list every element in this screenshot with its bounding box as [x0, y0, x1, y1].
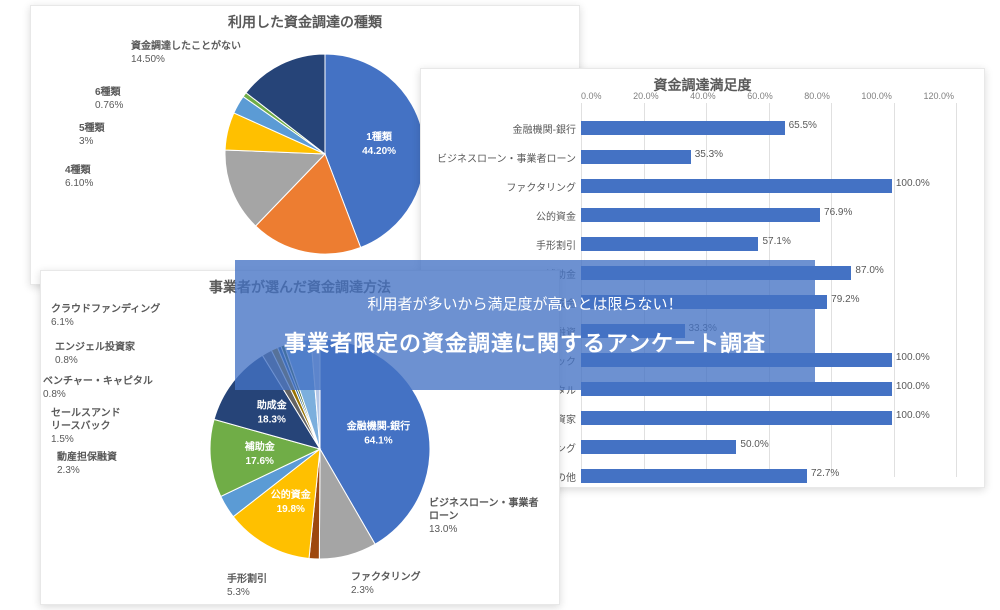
bar-value-label: 65.5%	[789, 120, 817, 131]
svg-text:1種類: 1種類	[366, 130, 393, 143]
svg-text:助成金: 助成金	[257, 399, 288, 412]
bar-row: 公的資金76.9%	[581, 202, 954, 228]
bar-tick: 60.0%	[747, 91, 773, 101]
bar-tick: 0.0%	[581, 91, 602, 101]
pie2-callout: 動産担保融資2.3%	[57, 451, 117, 477]
bar-row: エンジェル投資家100.0%	[581, 405, 954, 431]
bar-category-label: ファクタリング	[426, 179, 576, 194]
svg-text:金融機関-銀行: 金融機関-銀行	[346, 419, 410, 432]
bar-tick: 20.0%	[633, 91, 659, 101]
svg-text:44.20%: 44.20%	[362, 146, 396, 157]
bar-fill	[581, 440, 736, 454]
bar-fill	[581, 469, 807, 483]
svg-text:17.6%: 17.6%	[246, 456, 274, 467]
bar-row: クラウドファンディング50.0%	[581, 434, 954, 460]
bar-value-label: 50.0%	[740, 439, 768, 450]
overlay-title: 事業者限定の資金調達に関するアンケート調査	[284, 326, 766, 358]
bar-category-label: 公的資金	[426, 208, 576, 223]
bar-value-label: 79.2%	[831, 294, 859, 305]
bar-value-label: 35.3%	[695, 149, 723, 160]
bar-fill	[581, 150, 691, 164]
pie2-callout: ファクタリング2.3%	[351, 571, 421, 597]
bar-category-label: 金融機関-銀行	[426, 121, 576, 136]
bar-fill	[581, 179, 892, 193]
bar-value-label: 100.0%	[896, 381, 930, 392]
bar-value-label: 87.0%	[855, 265, 883, 276]
svg-text:公的資金: 公的資金	[271, 488, 312, 501]
bar-row: 手形割引57.1%	[581, 231, 954, 257]
bar-value-label: 100.0%	[896, 352, 930, 363]
bar-row: 金融機関-銀行65.5%	[581, 115, 954, 141]
pie1-chart: 1種類 44.20%	[165, 34, 445, 264]
pie2-callout: セールスアンドリースバック1.5%	[51, 407, 121, 446]
pie2-callout: クラウドファンディング6.1%	[51, 303, 160, 329]
bar-tick: 40.0%	[690, 91, 716, 101]
bar-tick: 120.0%	[923, 91, 954, 101]
bar-value-label: 100.0%	[896, 178, 930, 189]
bar-value-label: 76.9%	[824, 207, 852, 218]
bar-fill	[581, 411, 892, 425]
pie2-callout: エンジェル投資家0.8%	[55, 341, 135, 367]
pie1-callout: 5種類3%	[79, 122, 105, 148]
svg-text:18.3%: 18.3%	[258, 415, 286, 426]
svg-text:補助金: 補助金	[244, 440, 276, 453]
bar-tick: 100.0%	[861, 91, 892, 101]
svg-text:64.1%: 64.1%	[364, 435, 392, 446]
bar-row: ビジネスローン・事業者ローン35.3%	[581, 144, 954, 170]
pie2-callout: ビジネスローン・事業者ローン13.0%	[429, 497, 539, 536]
overlay-subtitle: 利用者が多いから満足度が高いとは限らない！	[367, 293, 682, 314]
bar-fill	[581, 237, 758, 251]
bar-row: その他72.7%	[581, 463, 954, 489]
svg-text:19.8%: 19.8%	[277, 504, 305, 515]
bar-value-label: 100.0%	[896, 410, 930, 421]
overlay-banner: 利用者が多いから満足度が高いとは限らない！ 事業者限定の資金調達に関するアンケー…	[235, 260, 815, 390]
bar-x-axis: 0.0% 20.0% 40.0% 60.0% 80.0% 100.0% 120.0%	[581, 91, 954, 101]
bar-fill	[581, 208, 820, 222]
pie1-callout: 4種類6.10%	[65, 164, 93, 190]
bar-category-label: 手形割引	[426, 237, 576, 252]
pie1-callout: 6種類0.76%	[95, 86, 123, 112]
pie2-callout: 手形割引5.3%	[227, 573, 267, 599]
bar-value-label: 57.1%	[762, 236, 790, 247]
pie1-callout: 資金調達したことがない14.50%	[131, 40, 241, 66]
pie1-title: 利用した資金調達の種類	[31, 6, 579, 34]
bar-fill	[581, 121, 785, 135]
bar-value-label: 72.7%	[811, 468, 839, 479]
bar-category-label: ビジネスローン・事業者ローン	[426, 150, 576, 165]
bar-tick: 80.0%	[804, 91, 830, 101]
bar-row: ファクタリング100.0%	[581, 173, 954, 199]
pie2-callout: ベンチャー・キャピタル0.8%	[43, 375, 153, 401]
